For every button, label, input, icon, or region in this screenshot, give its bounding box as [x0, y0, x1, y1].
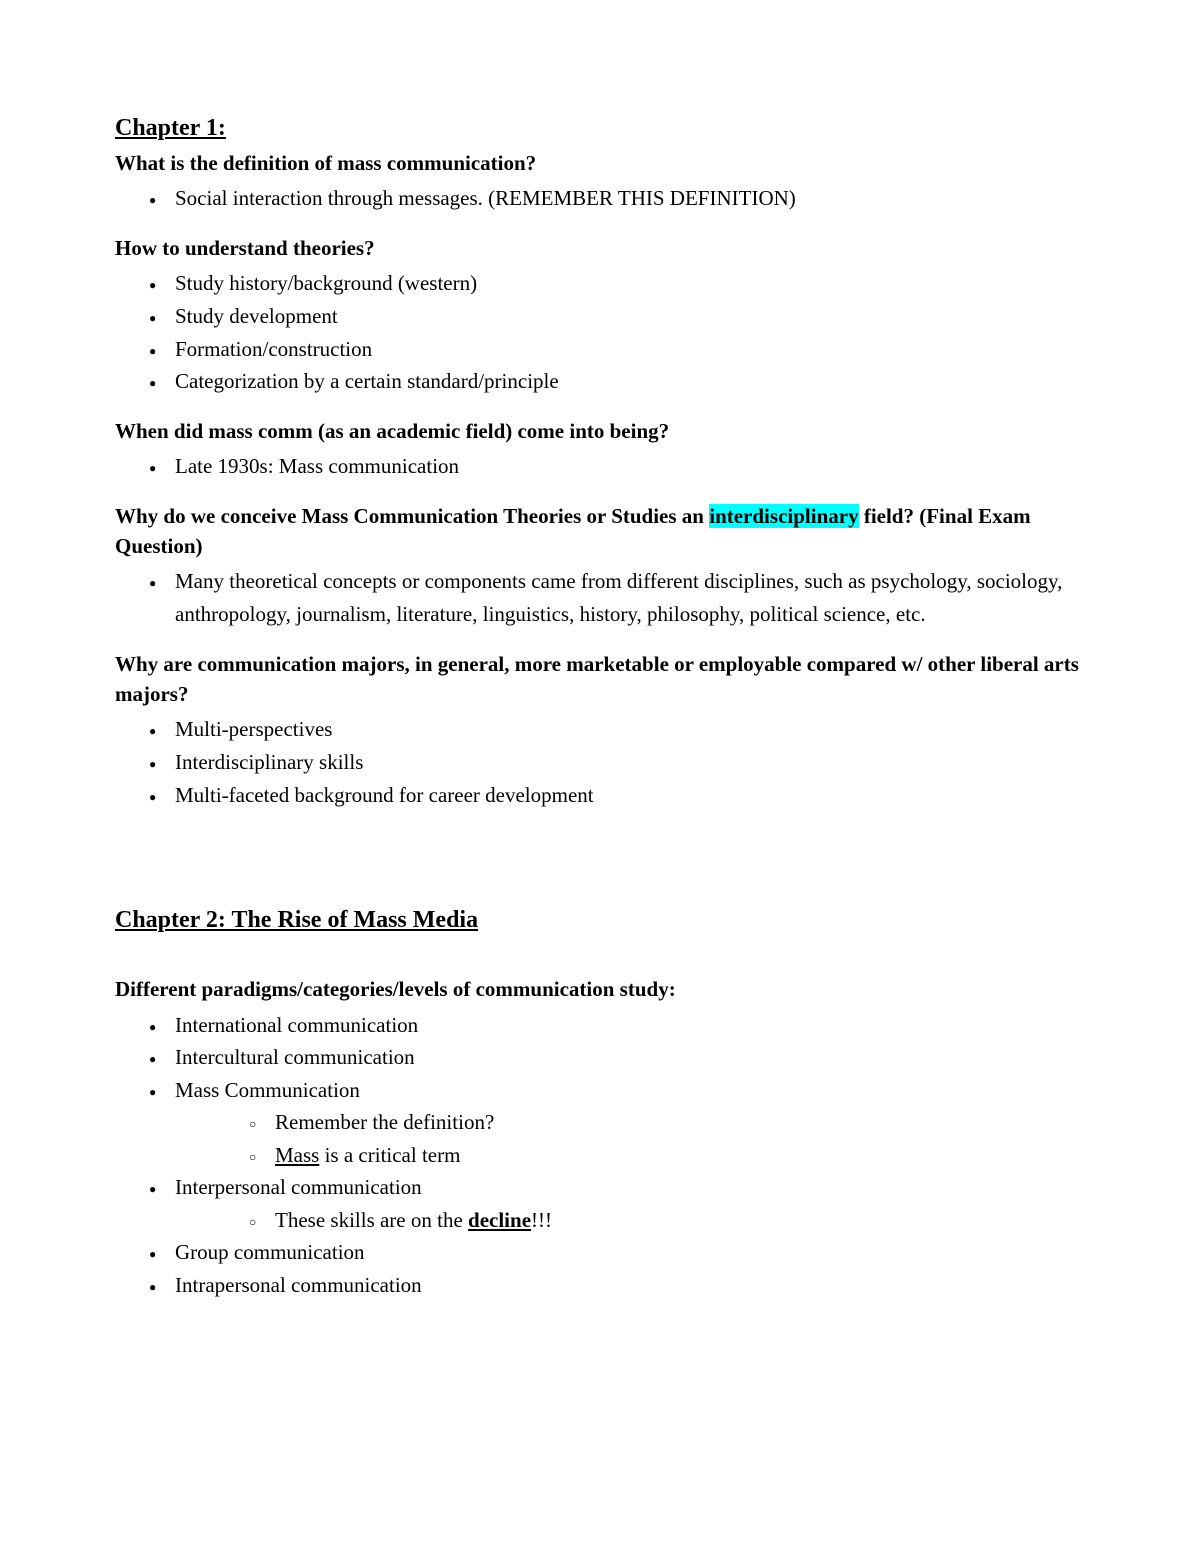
section-gap: [115, 829, 1085, 907]
ch1-q1-list: Social interaction through messages. (RE…: [115, 182, 1085, 215]
list-item: Multi-faceted background for career deve…: [175, 779, 1085, 812]
list-item: Study history/background (western): [175, 267, 1085, 300]
ch1-q3-list: Late 1930s: Mass communication: [115, 450, 1085, 483]
list-item: Intercultural communication: [175, 1041, 1085, 1074]
ch1-q5: Why are communication majors, in general…: [115, 649, 1085, 710]
ch1-q4: Why do we conceive Mass Communication Th…: [115, 501, 1085, 562]
ch1-q4-list: Many theoretical concepts or components …: [115, 565, 1085, 630]
chapter-1-title: Chapter 1:: [115, 115, 1085, 142]
prefix-text: These skills are on the: [275, 1208, 468, 1232]
suffix-text: !!!: [531, 1208, 552, 1232]
list-item: Interdisciplinary skills: [175, 746, 1085, 779]
ch1-q1: What is the definition of mass communica…: [115, 148, 1085, 178]
ch1-q2-list: Study history/background (western) Study…: [115, 267, 1085, 397]
list-item: Intrapersonal communication: [175, 1269, 1085, 1302]
list-item: Social interaction through messages. (RE…: [175, 182, 1085, 215]
chapter-2-title: Chapter 2: The Rise of Mass Media: [115, 907, 1085, 934]
list-item: Group communication: [175, 1236, 1085, 1269]
list-item: Multi-perspectives: [175, 713, 1085, 746]
suffix-text: is a critical term: [319, 1143, 460, 1167]
list-item: Late 1930s: Mass communication: [175, 450, 1085, 483]
list-item: Interpersonal communication These skills…: [175, 1171, 1085, 1236]
list-item: International communication: [175, 1009, 1085, 1042]
underline-text: Mass: [275, 1143, 319, 1167]
list-item: Mass Communication Remember the definiti…: [175, 1074, 1085, 1172]
sublist: Remember the definition? Mass is a criti…: [175, 1106, 1085, 1171]
item-text: Mass Communication: [175, 1078, 360, 1102]
bold-underline-text: decline: [468, 1208, 531, 1232]
list-item: Mass is a critical term: [275, 1139, 1085, 1172]
ch2-q1-list: International communication Intercultura…: [115, 1009, 1085, 1302]
list-item: These skills are on the decline!!!: [275, 1204, 1085, 1237]
q4-prefix: Why do we conceive Mass Communication Th…: [115, 504, 709, 528]
item-text: Interpersonal communication: [175, 1175, 422, 1199]
list-item: Many theoretical concepts or components …: [175, 565, 1085, 630]
ch1-q2: How to understand theories?: [115, 233, 1085, 263]
ch1-q3: When did mass comm (as an academic field…: [115, 416, 1085, 446]
list-item: Remember the definition?: [275, 1106, 1085, 1139]
list-item: Formation/construction: [175, 333, 1085, 366]
sublist: These skills are on the decline!!!: [175, 1204, 1085, 1237]
ch1-q5-list: Multi-perspectives Interdisciplinary ski…: [115, 713, 1085, 811]
list-item: Study development: [175, 300, 1085, 333]
ch2-q1: Different paradigms/categories/levels of…: [115, 974, 1085, 1004]
section-gap: [115, 940, 1085, 968]
q4-highlight: interdisciplinary: [709, 504, 858, 528]
list-item: Categorization by a certain standard/pri…: [175, 365, 1085, 398]
